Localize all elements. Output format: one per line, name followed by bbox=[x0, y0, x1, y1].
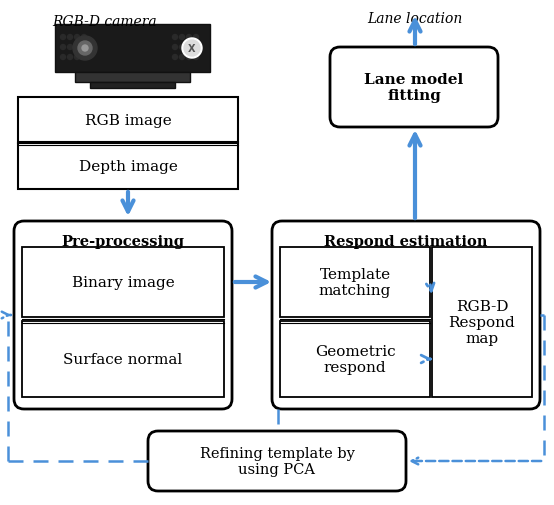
Circle shape bbox=[182, 39, 202, 59]
Text: RGB-D
Respond
map: RGB-D Respond map bbox=[449, 299, 515, 345]
Text: RGB-D camera: RGB-D camera bbox=[53, 15, 157, 29]
Text: Lane model
fitting: Lane model fitting bbox=[365, 73, 464, 103]
Bar bbox=[22, 247, 224, 317]
Text: Surface normal: Surface normal bbox=[63, 352, 183, 366]
Text: RGB image: RGB image bbox=[85, 114, 171, 128]
Bar bbox=[280, 321, 430, 397]
Text: Refining template by
using PCA: Refining template by using PCA bbox=[199, 446, 355, 476]
Text: Lane location: Lane location bbox=[367, 12, 463, 26]
Text: X: X bbox=[188, 44, 196, 54]
Circle shape bbox=[68, 35, 73, 40]
FancyBboxPatch shape bbox=[330, 48, 498, 128]
Bar bbox=[75, 73, 190, 83]
Text: Pre-processing: Pre-processing bbox=[61, 234, 184, 248]
Circle shape bbox=[68, 45, 73, 50]
Circle shape bbox=[73, 37, 97, 61]
Text: Respond estimation: Respond estimation bbox=[324, 234, 488, 248]
Circle shape bbox=[172, 35, 177, 40]
Circle shape bbox=[172, 45, 177, 50]
Circle shape bbox=[179, 56, 184, 61]
Circle shape bbox=[60, 35, 65, 40]
Circle shape bbox=[179, 45, 184, 50]
FancyBboxPatch shape bbox=[14, 222, 232, 409]
Circle shape bbox=[81, 35, 86, 40]
Bar bbox=[22, 321, 224, 397]
Circle shape bbox=[74, 45, 80, 50]
Text: Depth image: Depth image bbox=[79, 160, 177, 174]
Bar bbox=[90, 83, 175, 89]
FancyBboxPatch shape bbox=[272, 222, 540, 409]
Circle shape bbox=[187, 35, 192, 40]
Circle shape bbox=[60, 56, 65, 61]
Circle shape bbox=[193, 35, 198, 40]
Bar bbox=[432, 247, 532, 397]
Text: Template
matching: Template matching bbox=[319, 267, 391, 297]
Bar bbox=[280, 247, 430, 317]
Bar bbox=[18, 98, 238, 144]
Circle shape bbox=[78, 42, 92, 56]
Circle shape bbox=[193, 56, 198, 61]
Circle shape bbox=[81, 45, 86, 50]
Circle shape bbox=[172, 56, 177, 61]
Circle shape bbox=[187, 56, 192, 61]
Bar bbox=[18, 144, 238, 189]
Circle shape bbox=[193, 45, 198, 50]
Circle shape bbox=[81, 56, 86, 61]
Circle shape bbox=[82, 46, 88, 52]
Circle shape bbox=[74, 35, 80, 40]
Circle shape bbox=[187, 45, 192, 50]
Text: Geometric
respond: Geometric respond bbox=[315, 344, 396, 374]
Circle shape bbox=[184, 41, 200, 57]
Bar bbox=[55, 25, 210, 73]
Circle shape bbox=[60, 45, 65, 50]
FancyBboxPatch shape bbox=[148, 431, 406, 491]
Circle shape bbox=[179, 35, 184, 40]
Circle shape bbox=[74, 56, 80, 61]
Text: Binary image: Binary image bbox=[71, 275, 175, 289]
Circle shape bbox=[68, 56, 73, 61]
